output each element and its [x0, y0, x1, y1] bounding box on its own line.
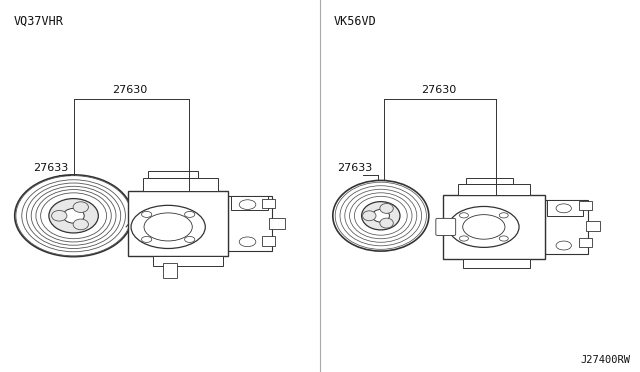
Circle shape — [131, 205, 205, 248]
Ellipse shape — [63, 208, 84, 223]
Bar — [262, 199, 275, 208]
Bar — [163, 263, 177, 278]
Ellipse shape — [15, 175, 132, 257]
Circle shape — [460, 213, 468, 218]
Ellipse shape — [333, 180, 429, 251]
Bar — [269, 218, 285, 229]
Ellipse shape — [362, 211, 376, 221]
Text: 27633: 27633 — [337, 163, 372, 173]
Bar — [547, 200, 583, 215]
Bar — [586, 221, 600, 231]
Text: J27400RW: J27400RW — [580, 355, 630, 365]
Ellipse shape — [380, 218, 393, 228]
Text: 27630: 27630 — [112, 85, 147, 95]
Circle shape — [239, 237, 256, 247]
Circle shape — [184, 211, 195, 217]
Ellipse shape — [49, 199, 99, 233]
Ellipse shape — [362, 202, 400, 230]
Bar — [143, 177, 218, 190]
Bar — [545, 200, 588, 254]
Bar — [148, 171, 198, 177]
Text: VK56VD: VK56VD — [334, 15, 377, 28]
Circle shape — [144, 213, 192, 241]
Circle shape — [460, 236, 468, 241]
Ellipse shape — [380, 203, 393, 214]
Bar — [579, 201, 592, 210]
Circle shape — [499, 213, 508, 218]
Bar — [463, 259, 530, 268]
Circle shape — [141, 237, 152, 243]
Text: VQ37VHR: VQ37VHR — [14, 15, 64, 28]
Circle shape — [184, 237, 195, 243]
Circle shape — [449, 206, 519, 247]
Circle shape — [499, 236, 508, 241]
Bar — [458, 184, 530, 195]
FancyBboxPatch shape — [436, 218, 456, 235]
Bar — [129, 190, 228, 256]
Ellipse shape — [52, 211, 67, 221]
Circle shape — [141, 211, 152, 217]
Bar — [579, 238, 592, 247]
Ellipse shape — [372, 209, 389, 222]
Bar — [228, 196, 273, 251]
Bar — [230, 196, 268, 210]
Circle shape — [556, 241, 572, 250]
Bar — [443, 195, 545, 259]
Bar — [154, 256, 223, 266]
Circle shape — [463, 215, 505, 239]
Bar — [262, 236, 275, 246]
Text: 27633: 27633 — [33, 163, 68, 173]
Ellipse shape — [73, 219, 88, 230]
Circle shape — [556, 204, 572, 213]
Ellipse shape — [73, 202, 88, 212]
Text: 27630: 27630 — [421, 85, 456, 95]
Circle shape — [239, 200, 256, 209]
Bar — [467, 178, 513, 184]
